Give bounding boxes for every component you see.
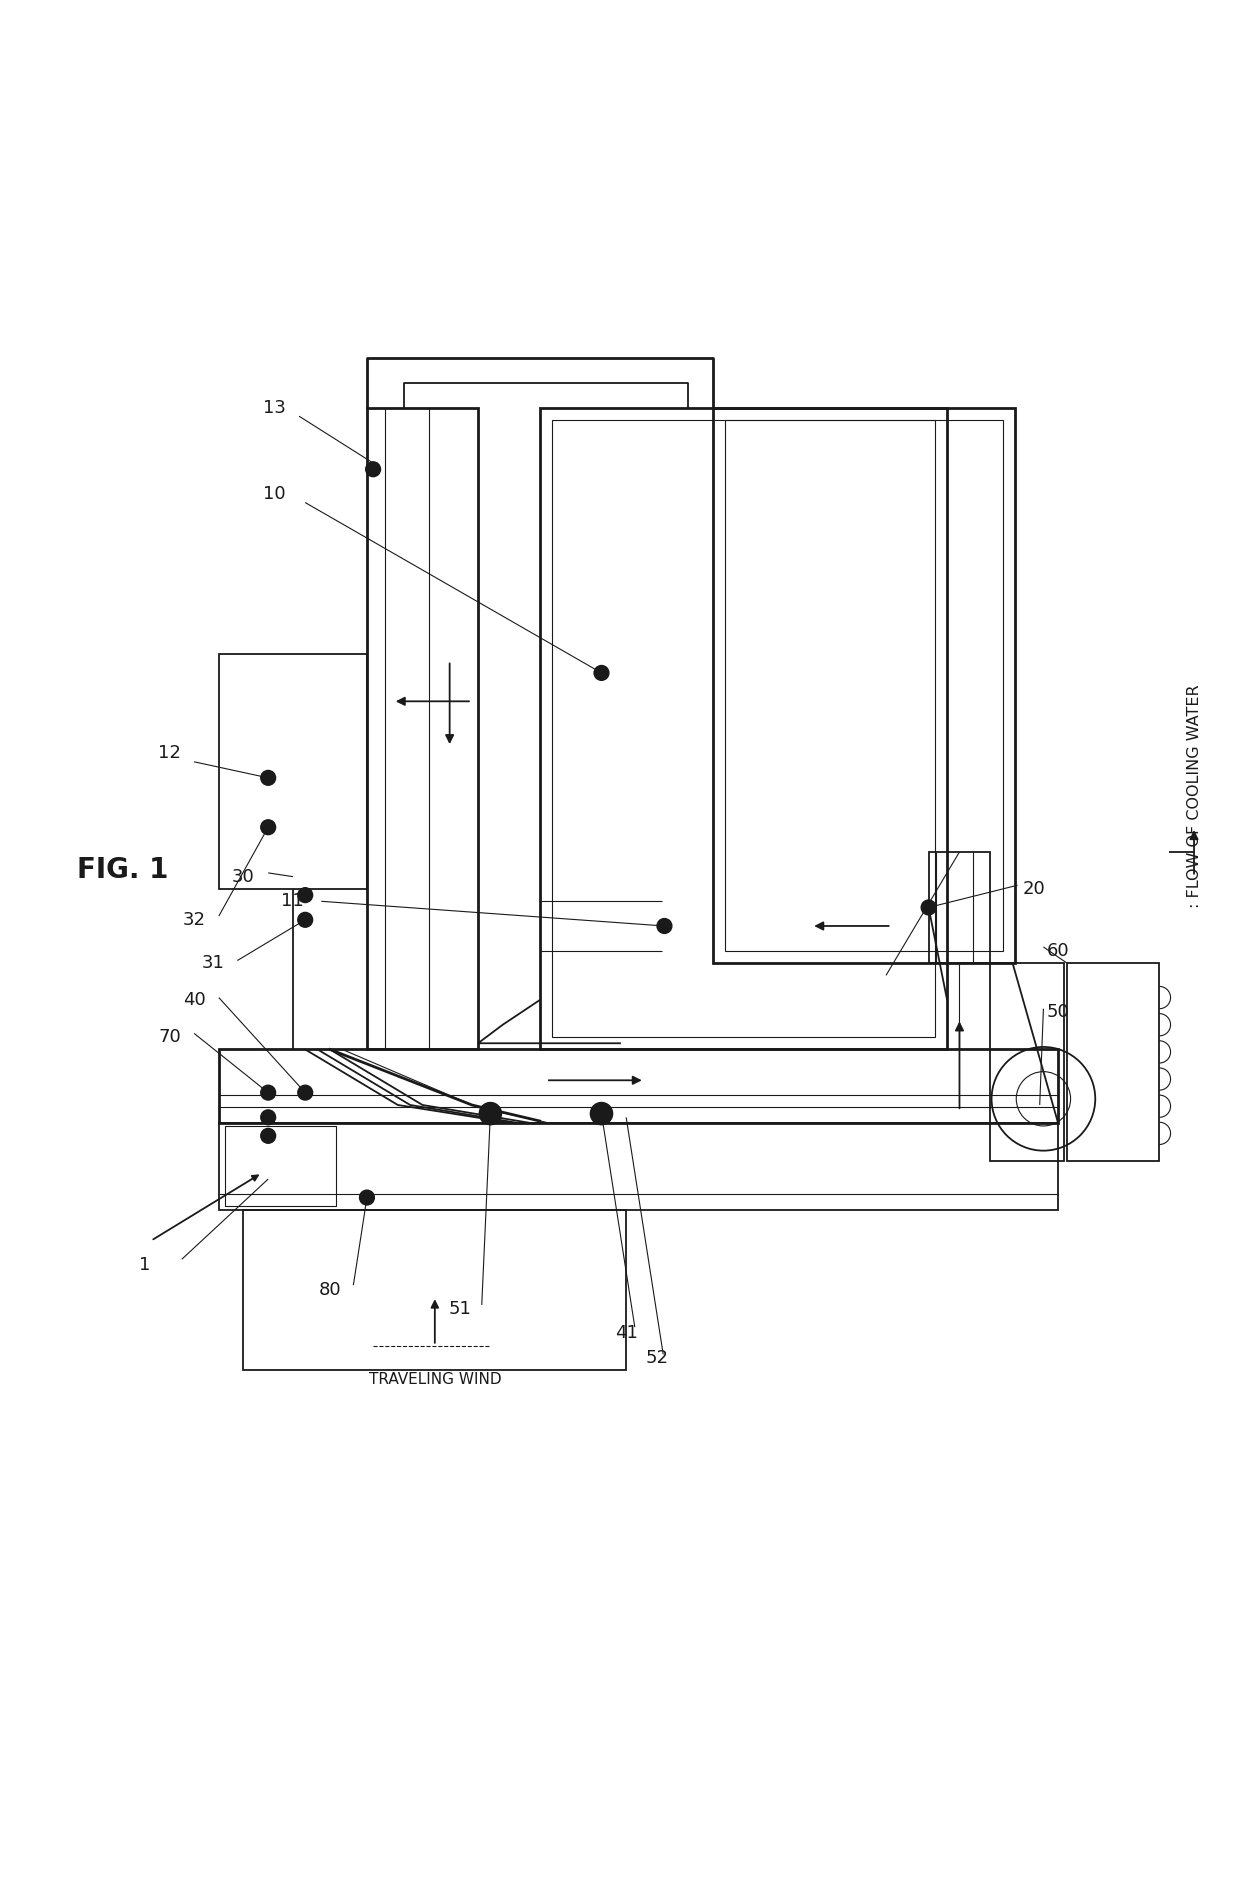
Text: 11: 11 [281,892,304,910]
Circle shape [590,1103,613,1124]
Text: 60: 60 [1047,943,1070,960]
Text: FIG. 1: FIG. 1 [77,856,169,884]
Bar [218,1124,1058,1211]
Bar [552,419,935,1037]
Text: 41: 41 [615,1324,637,1343]
Circle shape [298,912,312,927]
Text: 10: 10 [263,485,285,502]
Text: 80: 80 [319,1281,341,1300]
Bar [929,852,991,963]
Text: 20: 20 [1022,880,1045,897]
Circle shape [921,899,936,914]
Text: 12: 12 [157,744,181,761]
Circle shape [260,1128,275,1143]
Bar [713,408,1016,963]
Text: 50: 50 [1047,1003,1070,1022]
Text: 40: 40 [182,992,206,1009]
Bar [243,1211,626,1370]
Text: 70: 70 [157,1028,181,1047]
Circle shape [594,665,609,680]
Text: TRAVELING WIND: TRAVELING WIND [368,1371,501,1387]
Circle shape [366,461,381,476]
Bar [539,408,947,1050]
Text: 13: 13 [263,399,285,416]
Text: 1: 1 [139,1256,150,1275]
Text: 52: 52 [646,1349,668,1368]
Circle shape [657,918,672,933]
Bar [1066,963,1159,1160]
Bar [725,419,1003,950]
Text: 51: 51 [448,1300,471,1319]
Text: 31: 31 [201,954,224,973]
Circle shape [360,1190,374,1205]
Text: 30: 30 [232,867,255,886]
Bar [224,1126,336,1207]
Bar [218,654,367,890]
Circle shape [260,820,275,835]
Circle shape [298,888,312,903]
Circle shape [260,1111,275,1124]
Text: 32: 32 [182,910,206,929]
Bar [218,1050,1058,1124]
Bar [991,963,1064,1160]
Text: : FLOW OF COOLING WATER: : FLOW OF COOLING WATER [1187,684,1202,909]
Circle shape [298,1084,312,1099]
Bar [367,408,479,1050]
Circle shape [480,1103,501,1124]
Circle shape [260,771,275,786]
Circle shape [260,1084,275,1099]
